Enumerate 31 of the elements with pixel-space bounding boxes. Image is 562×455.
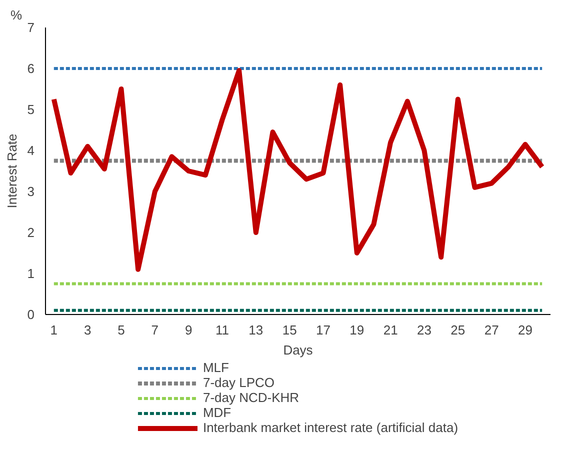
- y-tick-label: 6: [27, 61, 35, 76]
- x-tick-label: 13: [248, 322, 264, 338]
- y-axis-title: Interest Rate: [4, 134, 20, 208]
- x-tick-label: 25: [450, 322, 466, 338]
- x-tick-label: 11: [216, 322, 229, 338]
- x-tick-label: 19: [350, 322, 364, 338]
- x-tick-label: 9: [184, 322, 192, 338]
- x-tick-label: 3: [84, 322, 92, 338]
- y-tick-label: 4: [27, 143, 35, 158]
- text: %: [10, 8, 22, 22]
- legend-label: MLF: [202, 360, 229, 375]
- y-tick-label: 3: [27, 184, 35, 199]
- legend-label: Interbank market interest rate (artificial data): [202, 420, 458, 435]
- x-tick-label: 5: [118, 322, 125, 338]
- y-tick-label: 0: [27, 307, 35, 322]
- legend-label: 7-day LPCO: [202, 375, 275, 390]
- y-tick-label: 5: [27, 102, 35, 117]
- y-tick-label: 7: [27, 20, 35, 35]
- legend-label: MDF: [202, 405, 232, 420]
- x-tick-label: 1: [50, 322, 58, 338]
- x-tick-label: 21: [383, 322, 398, 338]
- y-tick-label: 2: [27, 225, 35, 240]
- x-axis-title: Days: [283, 342, 314, 358]
- y-tick-label: 1: [27, 266, 35, 281]
- x-tick-label: 7: [151, 322, 159, 338]
- x-tick-label: 17: [316, 322, 330, 338]
- x-tick-label: 15: [282, 322, 297, 338]
- x-tick-label: 27: [484, 322, 499, 338]
- x-tick-label: 23: [417, 322, 432, 338]
- legend-label: 7-day NCD-KHR: [202, 390, 300, 405]
- x-tick-label: 29: [518, 322, 532, 338]
